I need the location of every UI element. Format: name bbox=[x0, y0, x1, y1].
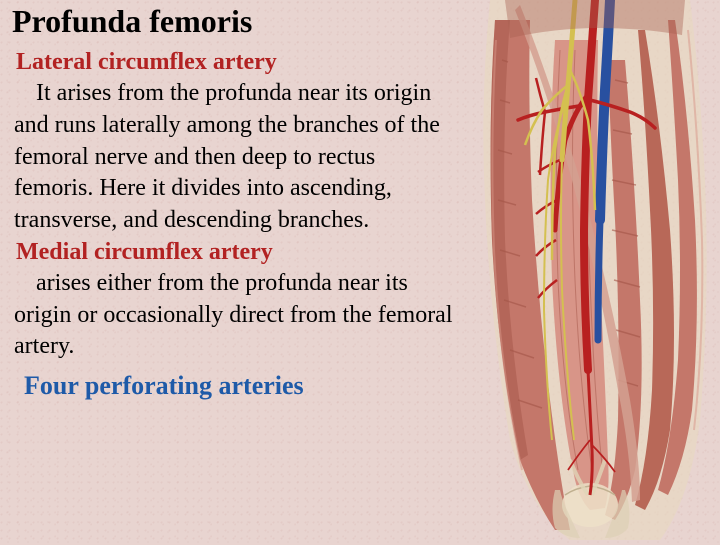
section-body-lateral: It arises from the profunda near its ori… bbox=[14, 78, 460, 236]
text-content: Profunda femoris Lateral circumflex arte… bbox=[0, 0, 460, 403]
page-title: Profunda femoris bbox=[12, 4, 460, 39]
body-text-1: It arises from the profunda near its ori… bbox=[14, 80, 440, 233]
section-body-medial: arises either from the profunda near its… bbox=[14, 268, 460, 363]
section-heading-lateral: Lateral circumflex artery bbox=[16, 47, 460, 78]
anatomical-illustration bbox=[460, 0, 720, 540]
section-heading-medial: Medial circumflex artery bbox=[16, 237, 460, 268]
footer-heading: Four perforating arteries bbox=[24, 369, 460, 403]
body-text-2: arises either from the profunda near its… bbox=[14, 270, 453, 359]
